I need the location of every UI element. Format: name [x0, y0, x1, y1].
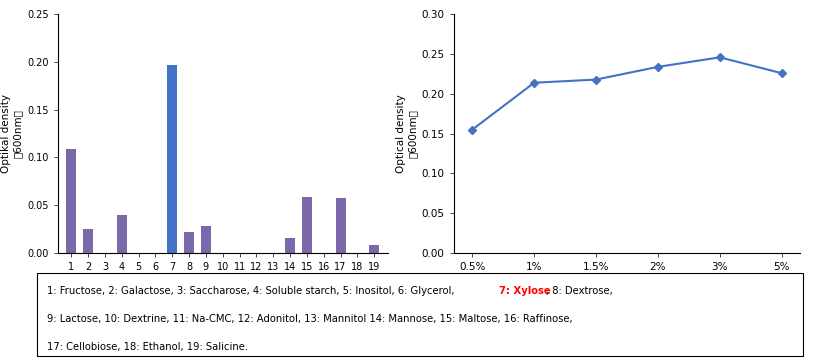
Bar: [302, 197, 312, 253]
Bar: [200, 226, 211, 253]
Bar: [285, 238, 295, 253]
Bar: [184, 232, 194, 253]
Bar: [116, 214, 127, 253]
Bar: [66, 149, 76, 253]
Bar: [83, 229, 93, 253]
Y-axis label: Optikal density
（600nm）: Optikal density （600nm）: [2, 94, 23, 173]
Bar: [370, 245, 380, 253]
Text: 1: Fructose, 2: Galactose, 3: Saccharose, 4: Soluble starch, 5: Inositol, 6: Gly: 1: Fructose, 2: Galactose, 3: Saccharose…: [47, 286, 458, 296]
Bar: [167, 65, 177, 253]
Y-axis label: Optical density
（600nm）: Optical density （600nm）: [396, 94, 417, 173]
Bar: [336, 199, 346, 253]
Text: 7: Xylose: 7: Xylose: [499, 286, 551, 296]
X-axis label: Xylose: Xylose: [606, 276, 648, 289]
Text: 9: Lactose, 10: Dextrine, 11: Na-CMC, 12: Adonitol, 13: Mannitol 14: Mannose, 15: 9: Lactose, 10: Dextrine, 11: Na-CMC, 12…: [47, 314, 573, 324]
FancyBboxPatch shape: [37, 273, 803, 356]
Text: 17: Cellobiose, 18: Ethanol, 19: Salicine.: 17: Cellobiose, 18: Ethanol, 19: Salicin…: [47, 342, 248, 352]
Text: , 8: Dextrose,: , 8: Dextrose,: [546, 286, 613, 296]
